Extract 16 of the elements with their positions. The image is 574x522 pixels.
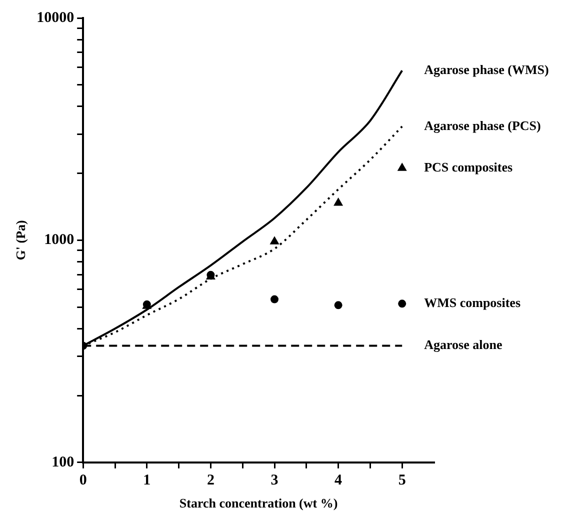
series-label: Agarose phase (WMS) bbox=[424, 62, 549, 77]
series-label: Agarose alone bbox=[424, 337, 502, 352]
y-tick-label: 1000 bbox=[44, 232, 74, 248]
x-tick-label: 2 bbox=[206, 472, 214, 488]
x-tick-label: 3 bbox=[270, 472, 278, 488]
series-label: PCS composites bbox=[424, 160, 513, 175]
series-label: Agarose phase (PCS) bbox=[424, 118, 541, 133]
series-label: WMS composites bbox=[424, 295, 521, 310]
x-tick-label: 1 bbox=[143, 472, 151, 488]
y-tick-label: 100 bbox=[52, 454, 74, 470]
y-tick-label: 10000 bbox=[36, 10, 74, 26]
x-tick-label: 5 bbox=[398, 472, 406, 488]
x-tick-label: 4 bbox=[334, 472, 343, 488]
x-tick-label: 0 bbox=[79, 472, 87, 488]
x-axis-title: Starch concentration (wt %) bbox=[179, 496, 338, 511]
y-axis-title: G' (Pa) bbox=[13, 220, 28, 260]
